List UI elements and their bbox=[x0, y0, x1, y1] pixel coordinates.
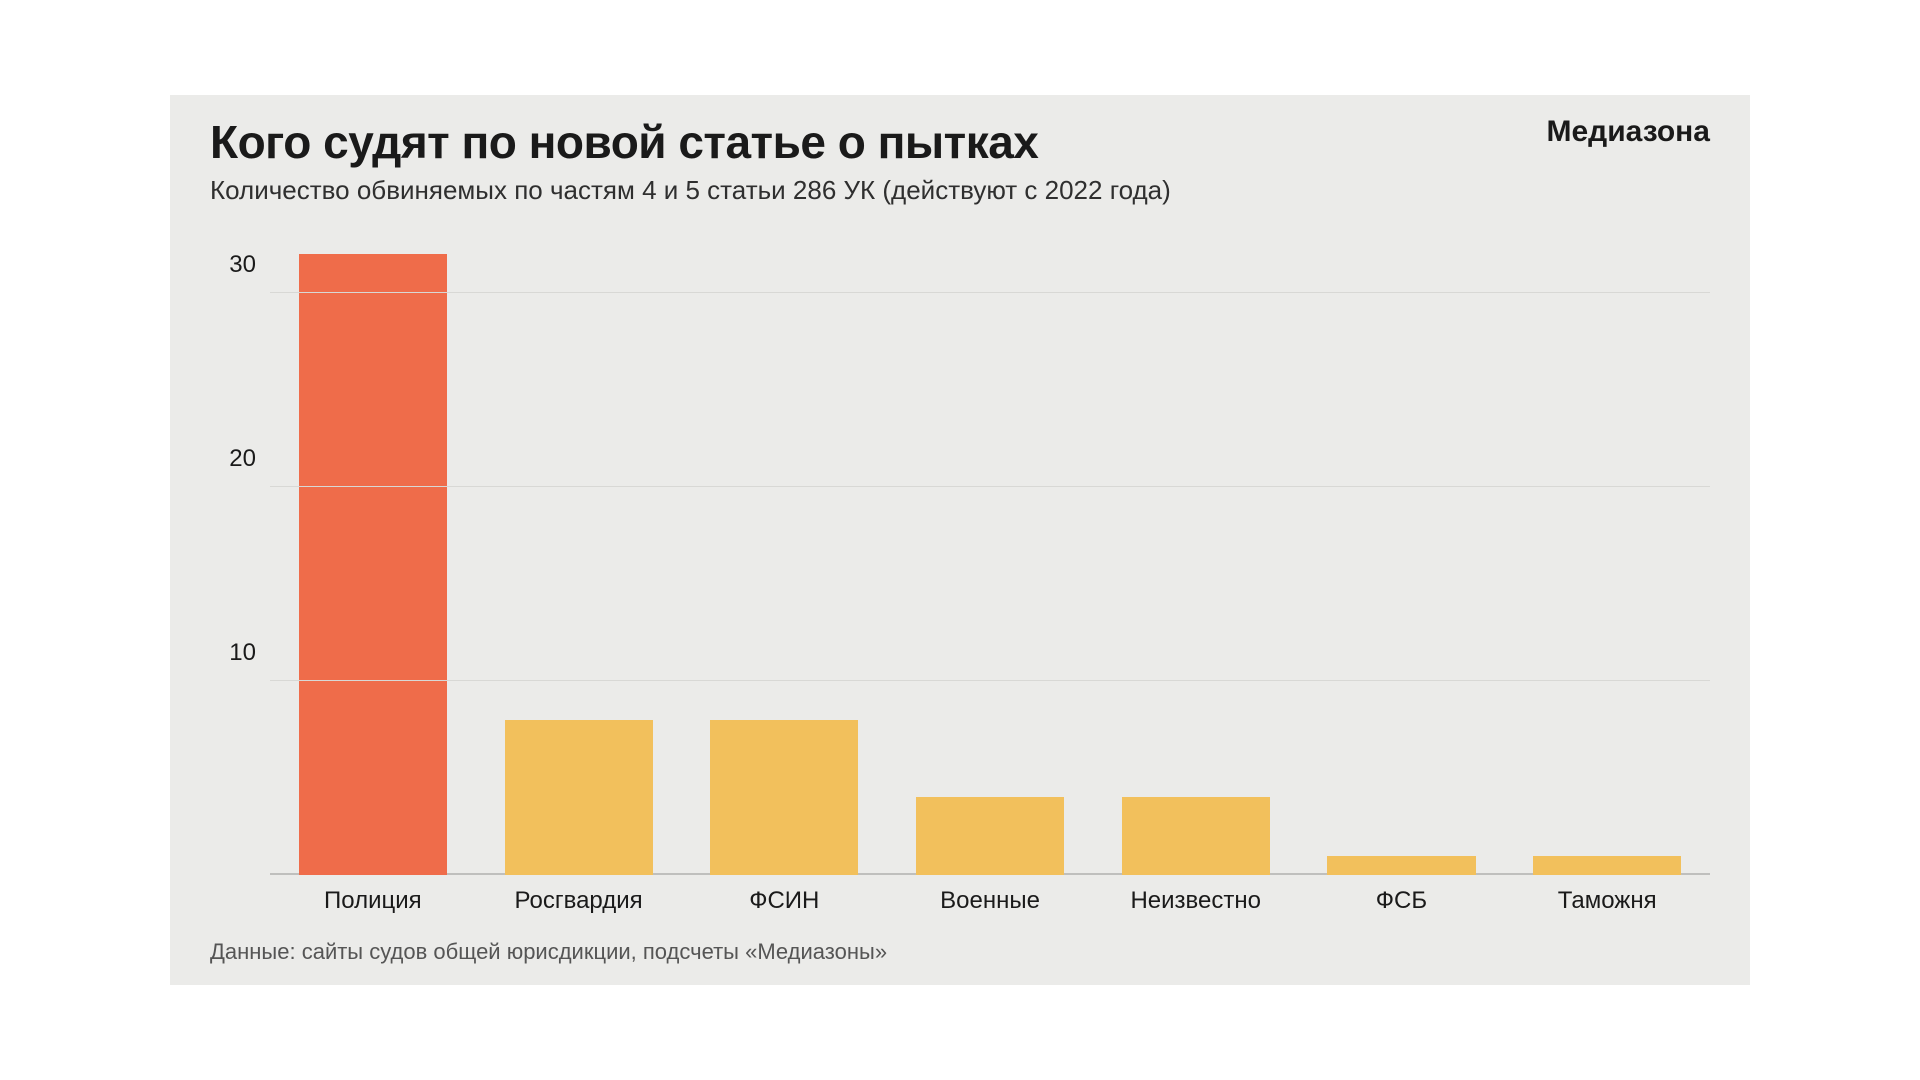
x-axis-label: ФСБ bbox=[1299, 887, 1505, 915]
bar bbox=[1327, 856, 1475, 875]
x-axis-label: Таможня bbox=[1504, 887, 1710, 915]
x-axis-label: Военные bbox=[887, 887, 1093, 915]
chart-source: Данные: сайты судов общей юрисдикции, по… bbox=[210, 939, 887, 965]
chart-title: Кого судят по новой статье о пытках bbox=[210, 115, 1038, 169]
x-axis-label: Росгвардия bbox=[476, 887, 682, 915]
x-axis-label: Полиция bbox=[270, 887, 476, 915]
y-tick-label: 30 bbox=[229, 251, 270, 279]
x-axis-label: ФСИН bbox=[681, 887, 887, 915]
chart-container: Кого судят по новой статье о пытках Меди… bbox=[170, 95, 1750, 985]
bars-group bbox=[270, 235, 1710, 875]
y-tick-label: 20 bbox=[229, 445, 270, 473]
bar-slot bbox=[887, 235, 1093, 875]
bar-slot bbox=[1299, 235, 1505, 875]
x-axis-label: Неизвестно bbox=[1093, 887, 1299, 915]
bar bbox=[916, 797, 1064, 875]
bar bbox=[505, 720, 653, 875]
x-axis-labels: ПолицияРосгвардияФСИНВоенныеНеизвестноФС… bbox=[270, 887, 1710, 915]
bar-slot bbox=[270, 235, 476, 875]
bar-slot bbox=[1504, 235, 1710, 875]
header-row: Кого судят по новой статье о пытках Меди… bbox=[170, 95, 1750, 169]
plot-area: 102030 bbox=[270, 235, 1710, 875]
bar bbox=[1533, 856, 1681, 875]
gridline bbox=[270, 680, 1710, 681]
gridline bbox=[270, 292, 1710, 293]
y-tick-label: 10 bbox=[229, 639, 270, 667]
bar bbox=[1122, 797, 1270, 875]
bar bbox=[710, 720, 858, 875]
gridline bbox=[270, 486, 1710, 487]
brand-label: Медиазона bbox=[1546, 115, 1710, 149]
bar-slot bbox=[1093, 235, 1299, 875]
bar bbox=[299, 254, 447, 875]
bar-slot bbox=[681, 235, 887, 875]
chart-subtitle: Количество обвиняемых по частям 4 и 5 ст… bbox=[170, 169, 1750, 206]
bar-slot bbox=[476, 235, 682, 875]
